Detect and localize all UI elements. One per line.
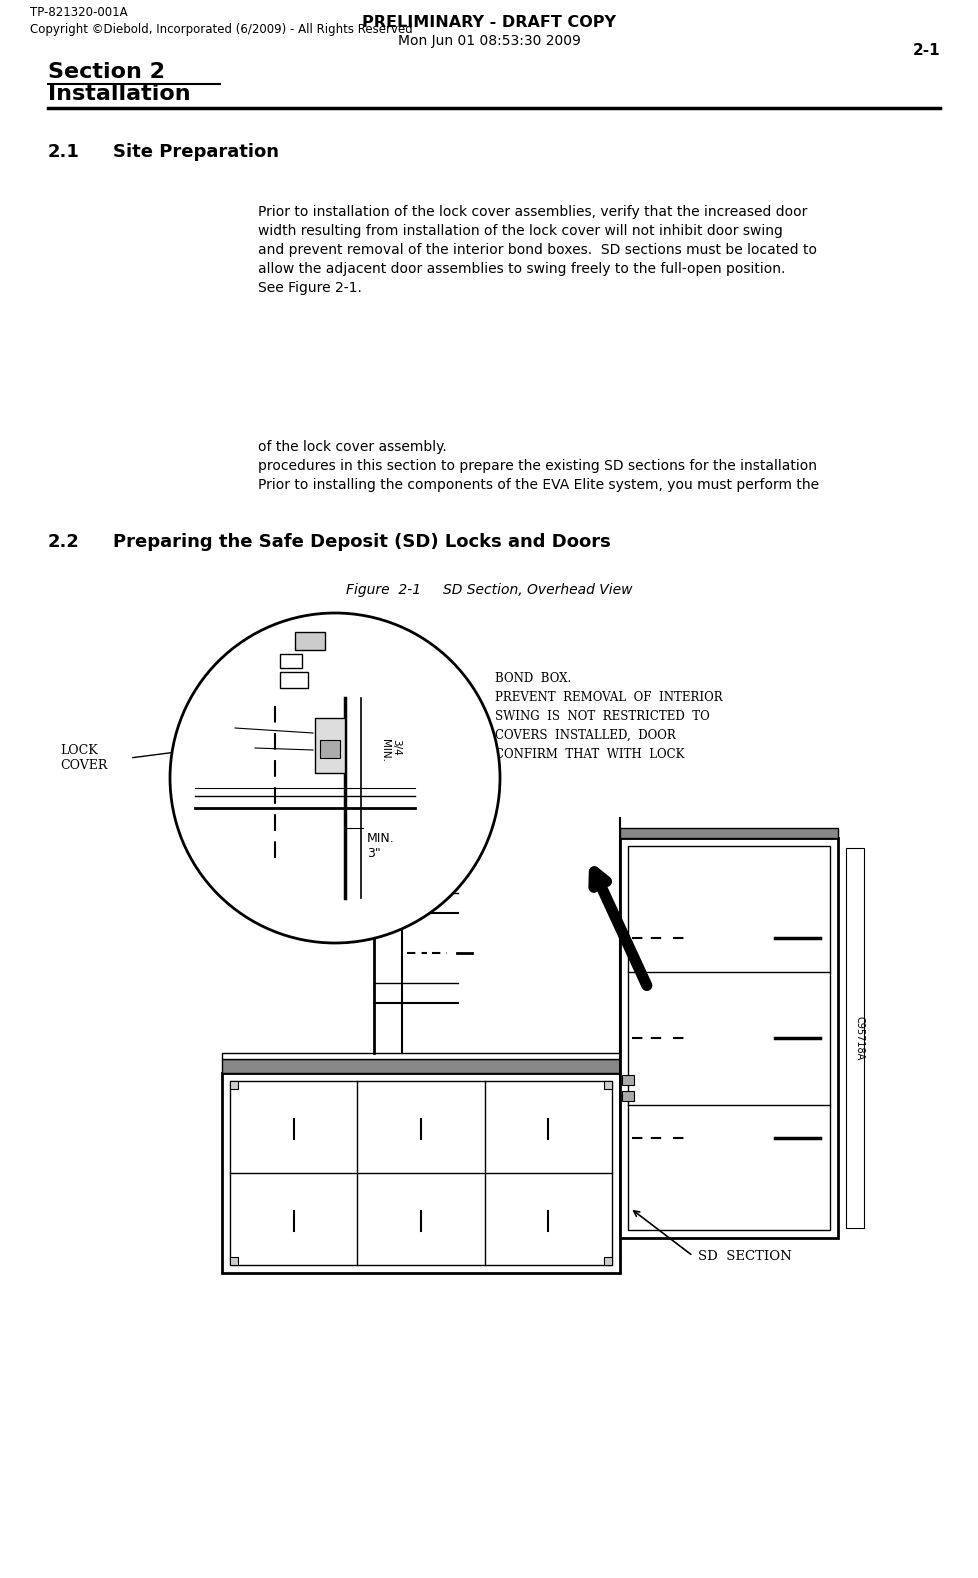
Text: procedures in this section to prepare the existing SD sections for the installat: procedures in this section to prepare th… — [258, 459, 817, 473]
Text: of the lock cover assembly.: of the lock cover assembly. — [258, 440, 446, 454]
Text: TP-821320-001A: TP-821320-001A — [30, 6, 127, 19]
Text: Prior to installing the components of the EVA Elite system, you must perform the: Prior to installing the components of th… — [258, 478, 819, 492]
Text: COVERS  INSTALLED,  DOOR: COVERS INSTALLED, DOOR — [495, 729, 675, 742]
Text: 2.2: 2.2 — [48, 533, 80, 551]
Text: See Figure 2-1.: See Figure 2-1. — [258, 281, 362, 295]
Bar — [603, 1081, 611, 1089]
Text: Mon Jun 01 08:53:30 2009: Mon Jun 01 08:53:30 2009 — [398, 35, 580, 47]
Bar — [230, 1081, 611, 1266]
Bar — [621, 1090, 634, 1101]
Bar — [230, 1081, 238, 1089]
Bar — [621, 1075, 634, 1086]
Text: BOND  BOX.: BOND BOX. — [495, 672, 571, 685]
Text: SWING  IS  NOT  RESTRICTED  TO: SWING IS NOT RESTRICTED TO — [495, 710, 709, 723]
Bar — [222, 1059, 619, 1073]
Bar — [222, 1073, 619, 1273]
Text: Prior to installation of the lock cover assemblies, verify that the increased do: Prior to installation of the lock cover … — [258, 205, 807, 219]
Bar — [619, 838, 837, 1239]
Bar — [320, 740, 339, 757]
Text: C95718A: C95718A — [854, 1016, 865, 1060]
Text: 2-1: 2-1 — [911, 43, 939, 58]
Bar — [230, 1258, 238, 1266]
Text: Figure  2-1     SD Section, Overhead View: Figure 2-1 SD Section, Overhead View — [345, 582, 632, 596]
Circle shape — [170, 612, 500, 944]
Text: 3": 3" — [367, 846, 380, 860]
Bar — [280, 653, 301, 667]
Text: PREVENT  REMOVAL  OF  INTERIOR: PREVENT REMOVAL OF INTERIOR — [495, 691, 722, 704]
Bar — [280, 672, 308, 688]
Text: Section 2: Section 2 — [48, 62, 165, 82]
Bar — [603, 1258, 611, 1266]
Text: Copyright ©Diebold, Incorporated (6/2009) - All Rights Reserved: Copyright ©Diebold, Incorporated (6/2009… — [30, 24, 413, 36]
Bar — [619, 828, 837, 838]
Text: 3/4
MIN.: 3/4 MIN. — [379, 739, 401, 762]
Text: and prevent removal of the interior bond boxes.  SD sections must be located to: and prevent removal of the interior bond… — [258, 243, 817, 257]
Bar — [845, 847, 864, 1228]
Bar — [222, 1053, 619, 1059]
Bar — [619, 1059, 647, 1103]
Text: SD  SECTION: SD SECTION — [697, 1250, 791, 1262]
Bar — [294, 633, 325, 650]
Text: Site Preparation: Site Preparation — [112, 144, 279, 161]
Text: width resulting from installation of the lock cover will not inhibit door swing: width resulting from installation of the… — [258, 224, 782, 238]
Text: Preparing the Safe Deposit (SD) Locks and Doors: Preparing the Safe Deposit (SD) Locks an… — [112, 533, 610, 551]
Text: CONFIRM  THAT  WITH  LOCK: CONFIRM THAT WITH LOCK — [495, 748, 684, 761]
Text: MIN.: MIN. — [367, 832, 394, 844]
Bar — [315, 718, 344, 773]
Text: Installation: Installation — [48, 84, 191, 104]
Text: LOCK
COVER: LOCK COVER — [60, 743, 108, 772]
Bar — [627, 846, 829, 1229]
Text: allow the adjacent door assemblies to swing freely to the full-open position.: allow the adjacent door assemblies to sw… — [258, 262, 784, 276]
Text: PRELIMINARY - DRAFT COPY: PRELIMINARY - DRAFT COPY — [362, 16, 616, 30]
Text: 2.1: 2.1 — [48, 144, 80, 161]
